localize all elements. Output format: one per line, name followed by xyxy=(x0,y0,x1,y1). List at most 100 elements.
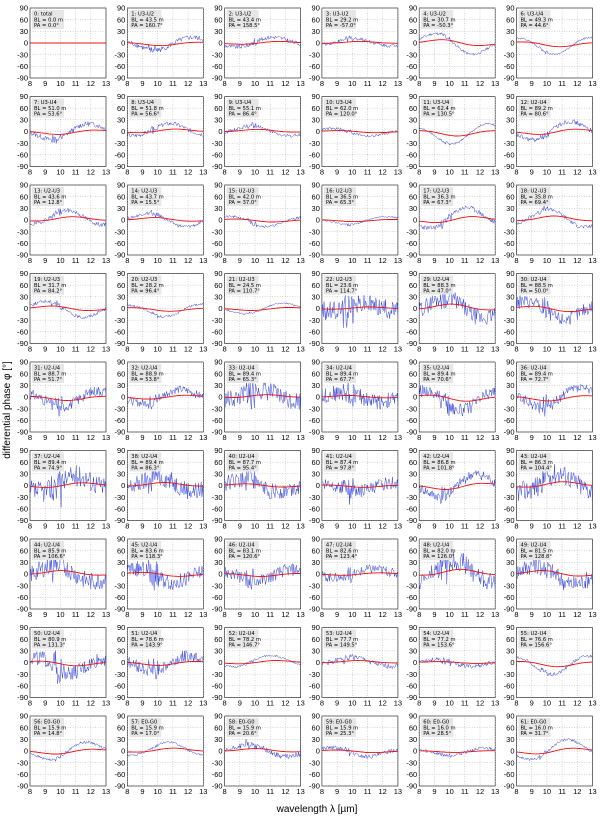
model-trace xyxy=(516,661,593,668)
y-tick-label: 30 xyxy=(117,204,125,213)
y-tick-label: -90 xyxy=(212,162,223,171)
model-trace xyxy=(516,128,593,135)
data-trace xyxy=(321,215,399,227)
x-tick-label: 10 xyxy=(348,168,356,177)
x-tick-label: 11 xyxy=(169,699,177,708)
panel-bl: BL = 62.4 m xyxy=(423,106,455,112)
x-tick-label: 9 xyxy=(530,699,534,708)
y-tick-label: -90 xyxy=(309,74,320,83)
panel-pa: PA = 69.4° xyxy=(521,200,550,206)
x-tick-label: 10 xyxy=(543,522,551,531)
y-tick-label: 0 xyxy=(413,216,417,225)
panel-bl: BL = 78.6 m xyxy=(131,637,163,643)
y-tick-label: -60 xyxy=(504,239,515,248)
y-tick-label: -90 xyxy=(309,516,320,525)
x-tick-label: 9 xyxy=(238,345,242,354)
panel-bl: BL = 16.0 m xyxy=(423,725,455,731)
y-tick-label: 60 xyxy=(409,15,417,24)
x-tick-label: 13 xyxy=(296,79,304,88)
x-tick-label: 12 xyxy=(184,522,192,531)
x-tick-label: 11 xyxy=(266,168,274,177)
panel-label-box xyxy=(518,541,551,560)
x-tick-label: 8 xyxy=(28,787,32,796)
x-tick-label: 11 xyxy=(461,256,469,265)
model-trace xyxy=(127,41,204,47)
panel-label: 35: U2-U4 xyxy=(423,366,450,372)
panel-label-box xyxy=(226,98,259,118)
y-tick-label: -90 xyxy=(114,162,125,171)
y-tick-label: 30 xyxy=(214,381,222,390)
y-tick-label: -90 xyxy=(17,74,28,83)
x-tick-label: 10 xyxy=(543,345,551,354)
y-tick-label: -90 xyxy=(406,74,417,83)
x-tick-label: 8 xyxy=(320,256,324,265)
data-trace xyxy=(516,383,593,417)
y-tick-label: -60 xyxy=(406,770,417,779)
panel-label: 11: U3-U4 xyxy=(423,100,450,106)
panel-label: 4: U3-U2 xyxy=(423,12,446,18)
y-tick-label: 90 xyxy=(312,712,320,721)
x-tick-label: 12 xyxy=(476,345,484,354)
y-tick-label: -30 xyxy=(406,139,417,148)
y-tick-label: 0 xyxy=(218,481,222,490)
y-tick-label: -90 xyxy=(504,339,515,348)
x-tick-label: 9 xyxy=(140,787,144,796)
x-tick-label: 9 xyxy=(238,79,242,88)
x-tick-label: 8 xyxy=(223,699,227,708)
x-tick-label: 8 xyxy=(320,79,324,88)
x-tick-label: 13 xyxy=(102,610,110,619)
y-tick-label: -60 xyxy=(17,504,28,513)
panel-label: 44: U2-U4 xyxy=(34,543,61,549)
panel-bl: BL = 88.9 m xyxy=(131,371,163,377)
y-tick-label: -30 xyxy=(406,493,417,502)
x-tick-label: 9 xyxy=(140,610,144,619)
y-tick-label: 0 xyxy=(121,393,125,402)
x-tick-label: 12 xyxy=(573,433,581,442)
panel-pa: PA = 118.3° xyxy=(131,554,163,560)
y-tick-label: 0 xyxy=(121,127,125,136)
panel-label-box xyxy=(323,10,356,29)
x-tick-label: 9 xyxy=(43,79,47,88)
y-tick-label: 90 xyxy=(506,446,514,455)
y-tick-label: -60 xyxy=(114,239,125,248)
x-tick-label: 11 xyxy=(558,699,566,708)
y-tick-label: 0 xyxy=(510,747,514,756)
x-tick-label: 11 xyxy=(72,787,80,796)
y-tick-label: 90 xyxy=(506,181,514,190)
y-tick-label: 30 xyxy=(117,27,125,36)
x-tick-label: 12 xyxy=(476,256,484,265)
y-tick-label: 0 xyxy=(510,127,514,136)
y-tick-label: 30 xyxy=(312,381,320,390)
y-tick-label: 90 xyxy=(214,712,222,721)
model-trace xyxy=(224,128,301,133)
y-tick-label: -30 xyxy=(114,493,125,502)
y-tick-label: -30 xyxy=(114,50,125,59)
x-tick-label: 10 xyxy=(445,433,453,442)
panel-label-box xyxy=(518,187,551,206)
x-tick-label: 11 xyxy=(169,168,177,177)
panel-bl: BL = 15.9 m xyxy=(131,725,163,731)
y-tick-label: -60 xyxy=(17,416,28,425)
data-trace xyxy=(418,384,496,417)
x-tick-label: 13 xyxy=(588,256,596,265)
y-tick-label: 0 xyxy=(24,747,28,756)
y-tick-label: 0 xyxy=(413,658,417,667)
x-tick-label: 10 xyxy=(56,79,64,88)
x-tick-label: 11 xyxy=(461,433,469,442)
model-trace xyxy=(516,305,593,313)
y-tick-label: 60 xyxy=(214,369,222,378)
panel-bl: BL = 30.7 m xyxy=(423,17,455,23)
model-trace xyxy=(419,482,496,490)
y-tick-label: -60 xyxy=(212,681,223,690)
panel-label: 43: U2-U4 xyxy=(521,454,548,460)
y-tick-label: -60 xyxy=(212,770,223,779)
panel-label: 40: U2-U4 xyxy=(229,454,256,460)
model-trace xyxy=(29,395,106,401)
x-tick-label: 8 xyxy=(320,345,324,354)
panel-pa: PA = 84.2° xyxy=(34,289,63,295)
y-tick-label: -60 xyxy=(504,62,515,71)
x-tick-label: 11 xyxy=(558,610,566,619)
